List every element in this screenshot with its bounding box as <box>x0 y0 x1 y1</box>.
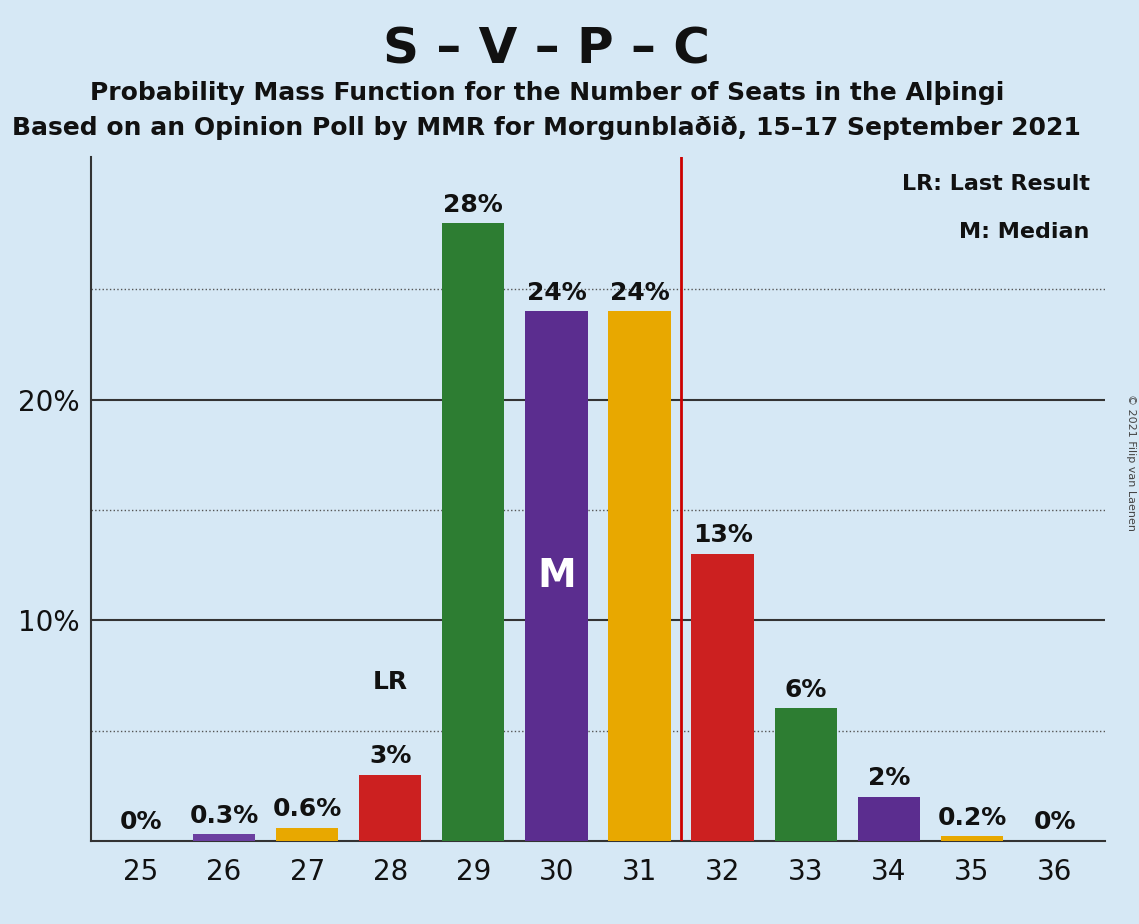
Bar <box>276 828 338 841</box>
Bar <box>858 796 920 841</box>
Text: 0%: 0% <box>1034 810 1076 834</box>
Text: S – V – P – C: S – V – P – C <box>383 26 711 74</box>
Text: 24%: 24% <box>609 281 670 305</box>
Text: © 2021 Filip van Laenen: © 2021 Filip van Laenen <box>1126 394 1136 530</box>
Text: 0.2%: 0.2% <box>937 806 1007 830</box>
Text: 6%: 6% <box>785 678 827 702</box>
Text: Probability Mass Function for the Number of Seats in the Alþingi: Probability Mass Function for the Number… <box>90 81 1003 105</box>
Bar <box>941 836 1003 841</box>
Text: LR: Last Result: LR: Last Result <box>902 175 1090 194</box>
Text: 0.6%: 0.6% <box>272 797 342 821</box>
Text: 2%: 2% <box>868 766 910 790</box>
Text: 28%: 28% <box>443 192 503 216</box>
Bar <box>442 224 505 841</box>
Text: 0.3%: 0.3% <box>189 804 259 828</box>
Bar <box>691 554 754 841</box>
Bar <box>608 311 671 841</box>
Text: Based on an Opinion Poll by MMR for Morgunblaðið, 15–17 September 2021: Based on an Opinion Poll by MMR for Morg… <box>13 116 1081 140</box>
Text: 24%: 24% <box>526 281 587 305</box>
Text: M: M <box>538 557 576 595</box>
Text: 13%: 13% <box>693 524 753 548</box>
Bar <box>192 834 255 841</box>
Text: LR: LR <box>372 670 408 694</box>
Text: M: Median: M: Median <box>959 222 1090 242</box>
Bar <box>525 311 588 841</box>
Bar <box>359 774 421 841</box>
Text: 3%: 3% <box>369 744 411 768</box>
Bar <box>775 709 837 841</box>
Text: 0%: 0% <box>120 810 162 834</box>
